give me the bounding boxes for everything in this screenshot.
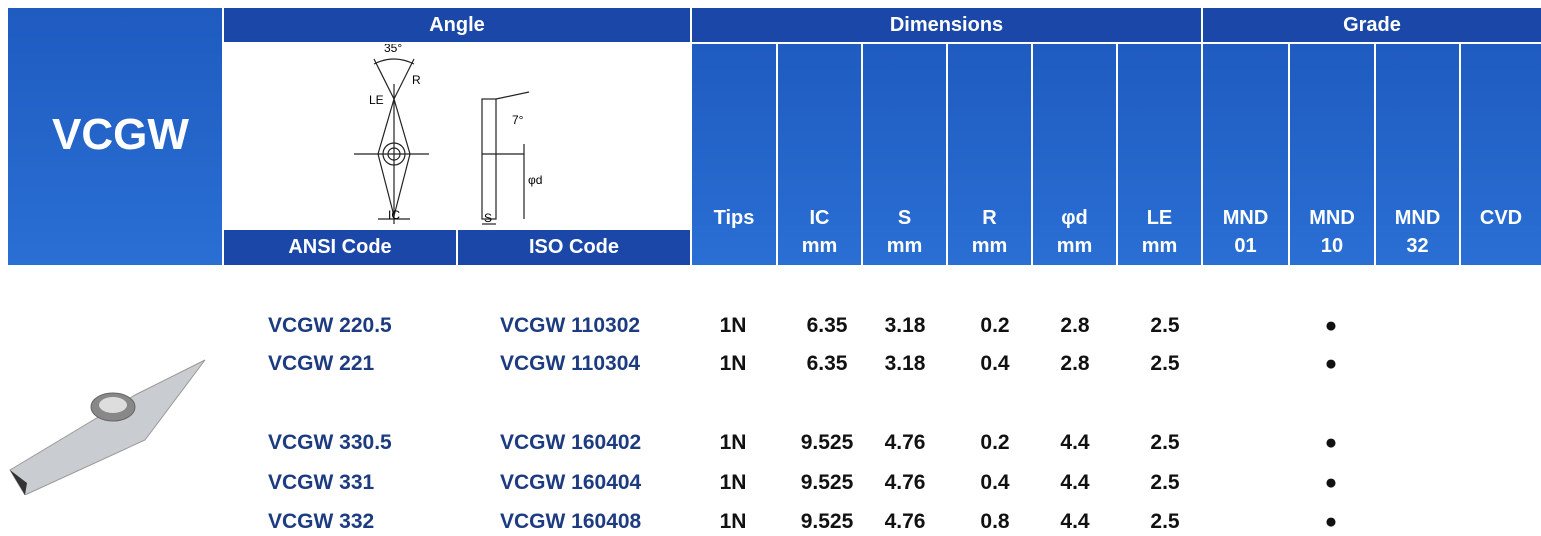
ansi-code: VCGW 220.5	[268, 314, 392, 338]
column-header: R	[982, 205, 996, 231]
cell-s: 3.18	[885, 352, 926, 376]
page: VCGW Angle 35° R LE IC	[0, 0, 1541, 536]
ansi-header: ANSI Code	[224, 230, 456, 265]
cell-le: 2.5	[1150, 431, 1179, 455]
column-header: CVD	[1480, 205, 1522, 231]
clearance-line	[496, 92, 529, 99]
cell-r: 0.2	[980, 431, 1009, 455]
ansi-code: VCGW 330.5	[268, 431, 392, 455]
cell-tips: 1N	[720, 471, 747, 495]
column-unit: 01	[1234, 233, 1256, 259]
column-unit: mm	[1057, 233, 1093, 259]
grade-mark: ●	[1325, 352, 1338, 376]
diagram-label: LE	[369, 93, 384, 107]
diagram-label: IC	[388, 208, 400, 222]
column-header-cell	[1118, 44, 1201, 265]
column-header: Tips	[714, 205, 755, 231]
cell-le: 2.5	[1150, 510, 1179, 534]
column-header-cell	[1461, 44, 1541, 265]
column-header: IC	[810, 205, 830, 231]
cell-ic: 9.525	[801, 510, 854, 534]
cell-le: 2.5	[1150, 471, 1179, 495]
insert-side-view	[482, 99, 496, 219]
cell-d: 4.4	[1060, 431, 1089, 455]
cell-s: 4.76	[885, 510, 926, 534]
column-unit: mm	[1142, 233, 1178, 259]
column-header-cell	[692, 44, 776, 265]
iso-header: ISO Code	[458, 230, 690, 265]
diagram-area: 35° R LE IC 7° φd S	[224, 44, 690, 228]
column-header-cell	[863, 44, 946, 265]
column-unit: 32	[1406, 233, 1428, 259]
angle-line	[394, 59, 414, 99]
cell-le: 2.5	[1150, 314, 1179, 338]
diagram-label: 7°	[512, 113, 524, 127]
iso-code: VCGW 160404	[500, 471, 641, 495]
column-unit: mm	[802, 233, 838, 259]
cell-tips: 1N	[720, 314, 747, 338]
insert-image	[5, 355, 215, 495]
cell-r: 0.4	[980, 352, 1009, 376]
column-header-cell	[948, 44, 1031, 265]
diagram-label: S	[484, 211, 492, 225]
column-header: φd	[1061, 205, 1088, 231]
diagram: 35° R LE IC 7° φd S	[224, 44, 690, 228]
diagram-label: φd	[528, 173, 542, 187]
cell-d: 4.4	[1060, 471, 1089, 495]
grade-mark: ●	[1325, 314, 1338, 338]
iso-code: VCGW 110302	[500, 314, 640, 338]
column-unit: mm	[887, 233, 923, 259]
dimensions-header: Dimensions	[692, 8, 1201, 42]
cell-r: 0.4	[980, 471, 1009, 495]
cell-ic: 9.525	[801, 431, 854, 455]
column-header: MND	[1223, 205, 1269, 231]
column-header-cell	[1376, 44, 1459, 265]
cell-d: 4.4	[1060, 510, 1089, 534]
grade-mark: ●	[1325, 510, 1338, 534]
cell-ic: 9.525	[801, 471, 854, 495]
grade-header: Grade	[1203, 8, 1541, 42]
cell-s: 4.76	[885, 431, 926, 455]
ansi-code: VCGW 331	[268, 471, 374, 495]
ansi-code: VCGW 332	[268, 510, 374, 534]
iso-code: VCGW 160408	[500, 510, 641, 534]
diagram-label: R	[412, 73, 421, 87]
grade-mark: ●	[1325, 471, 1338, 495]
cell-tips: 1N	[720, 431, 747, 455]
angle-arc	[374, 59, 414, 64]
column-header: MND	[1309, 205, 1355, 231]
cell-r: 0.2	[980, 314, 1009, 338]
cell-d: 2.8	[1060, 352, 1089, 376]
column-header-cell	[778, 44, 861, 265]
column-header: S	[898, 205, 911, 231]
cell-d: 2.8	[1060, 314, 1089, 338]
cell-tips: 1N	[720, 510, 747, 534]
column-header: MND	[1395, 205, 1441, 231]
cell-ic: 6.35	[807, 352, 848, 376]
angle-header: Angle	[224, 8, 690, 42]
column-unit: 10	[1321, 233, 1343, 259]
column-header-cell	[1033, 44, 1116, 265]
product-name: VCGW	[52, 110, 189, 160]
diagram-label: 35°	[384, 44, 402, 55]
grade-mark: ●	[1325, 431, 1338, 455]
cell-tips: 1N	[720, 352, 747, 376]
cell-s: 3.18	[885, 314, 926, 338]
cell-le: 2.5	[1150, 352, 1179, 376]
column-header: LE	[1147, 205, 1173, 231]
column-header-cell	[1290, 44, 1374, 265]
iso-code: VCGW 110304	[500, 352, 640, 376]
ansi-code: VCGW 221	[268, 352, 374, 376]
cell-ic: 6.35	[807, 314, 848, 338]
cell-r: 0.8	[980, 510, 1009, 534]
column-unit: mm	[972, 233, 1008, 259]
column-header-cell	[1203, 44, 1288, 265]
cell-s: 4.76	[885, 471, 926, 495]
iso-code: VCGW 160402	[500, 431, 641, 455]
